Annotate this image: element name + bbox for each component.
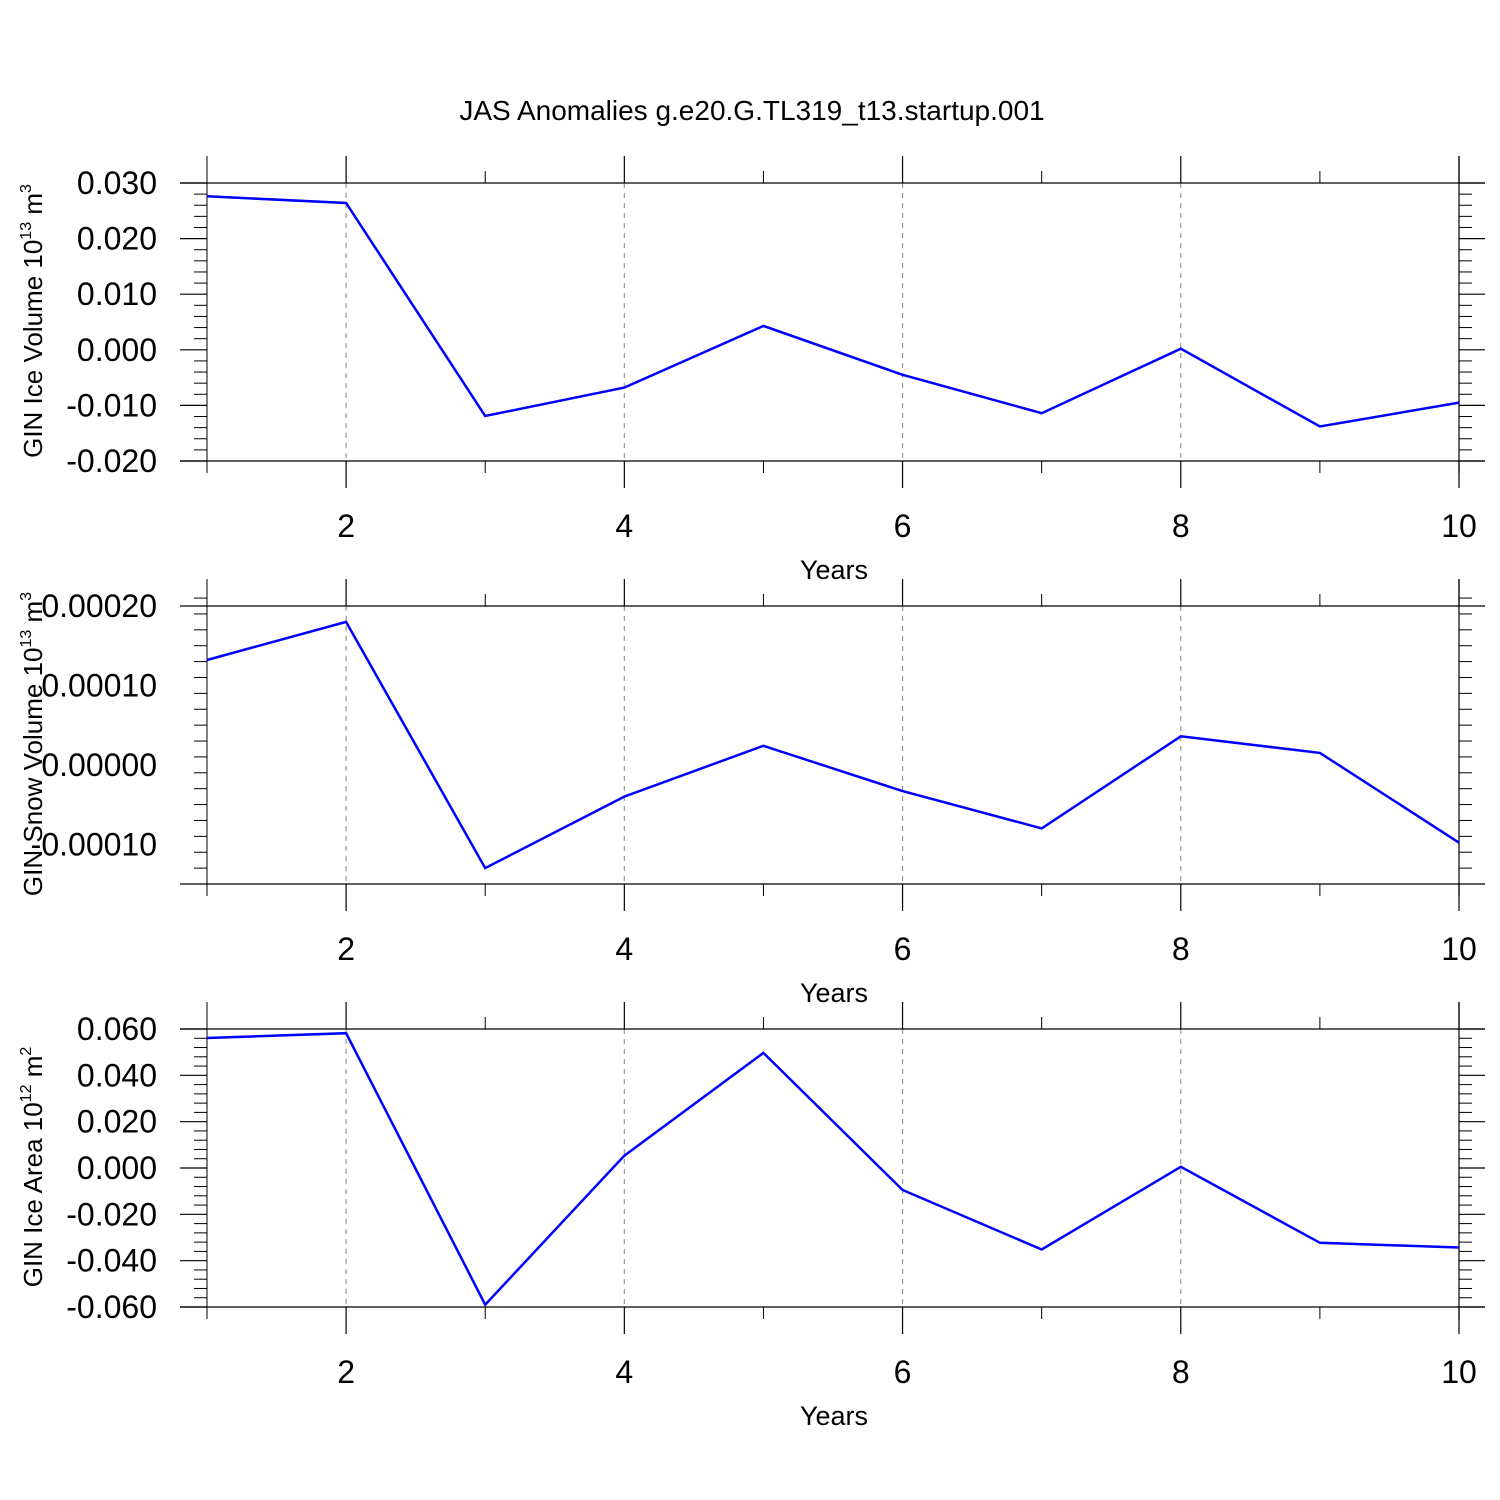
panel-1-ytick-label: -0.010 <box>66 387 157 423</box>
panel-1-xaxis-title: Years <box>800 555 868 585</box>
panel-2-ytick-label: -0.00010 <box>31 826 157 862</box>
panel-3-ytick-label: -0.040 <box>66 1243 157 1279</box>
panel-3-ytick-label: -0.020 <box>66 1196 157 1232</box>
panel-2-yaxis-title: GIN Snow Volume 1013 m3 <box>18 592 48 896</box>
panel-1-ytick-label: 0.030 <box>77 165 157 201</box>
panel-1-xtick-label: 8 <box>1172 508 1190 544</box>
panel-1-ytick-label: -0.020 <box>66 443 157 479</box>
panel-3-xtick-label: 10 <box>1441 1354 1477 1390</box>
panel-1-ytick-label: 0.010 <box>77 276 157 312</box>
panel-1-yaxis-title: GIN Ice Volume 1013 m3 <box>18 184 48 458</box>
panel-1-ytick-label: 0.020 <box>77 221 157 257</box>
panel-2-ytick-label: 0.00020 <box>41 588 157 624</box>
panel-2-xaxis-title: Years <box>800 978 868 1008</box>
panel-1-series-line <box>206 195 1460 428</box>
panel-2-xtick-label: 10 <box>1441 931 1477 967</box>
panel-3-xtick-label: 6 <box>894 1354 912 1390</box>
panel-3-xaxis-title: Years <box>800 1401 868 1431</box>
panel-2-ytick-label: 0.00010 <box>41 667 157 703</box>
panel-3-ytick-label: 0.040 <box>77 1057 157 1093</box>
panel-2-ytick-label: 0.00000 <box>41 747 157 783</box>
panel-2-series-line <box>206 620 1460 870</box>
panel-3-xtick-label: 8 <box>1172 1354 1190 1390</box>
panel-1-xtick-label: 4 <box>615 508 633 544</box>
panel-3-series-line <box>206 1031 1460 1307</box>
panel-2-xtick-label: 4 <box>615 931 633 967</box>
panel-3-ytick-label: 0.060 <box>77 1011 157 1047</box>
panel-3-ytick-label: 0.000 <box>77 1150 157 1186</box>
chart-title: JAS Anomalies g.e20.G.TL319_t13.startup.… <box>459 95 1044 126</box>
panel-3-ytick-label: 0.020 <box>77 1104 157 1140</box>
panel-3-xtick-label: 2 <box>337 1354 355 1390</box>
panel-2-xtick-label: 6 <box>894 931 912 967</box>
panel-3-xtick-label: 4 <box>615 1354 633 1390</box>
panel-1-xtick-label: 6 <box>894 508 912 544</box>
panel-1-ytick-label: 0.000 <box>77 332 157 368</box>
panel-3-ytick-label: -0.060 <box>66 1289 157 1325</box>
panel-1-xtick-label: 10 <box>1441 508 1477 544</box>
panel-2-xtick-label: 2 <box>337 931 355 967</box>
panel-2-xtick-label: 8 <box>1172 931 1190 967</box>
panel-3-yaxis-title: GIN Ice Area 1012 m2 <box>18 1047 48 1288</box>
panel-1-xtick-label: 2 <box>337 508 355 544</box>
